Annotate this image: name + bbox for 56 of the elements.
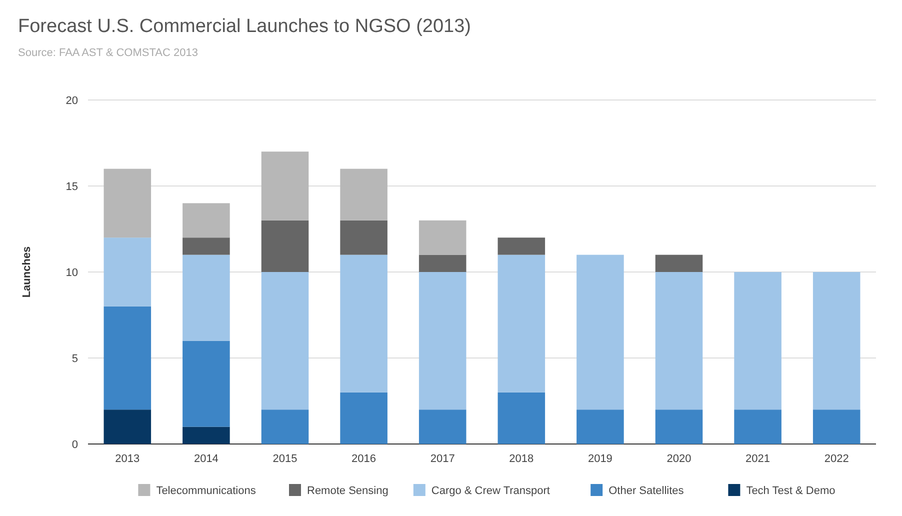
x-tick-label: 2020 xyxy=(666,453,692,465)
bar xyxy=(734,410,782,444)
x-tick-label: 2021 xyxy=(746,453,770,465)
x-tick-label: 2018 xyxy=(509,453,534,465)
y-tick-label: 10 xyxy=(66,266,78,279)
bar xyxy=(182,426,230,444)
x-tick-label: 2019 xyxy=(588,453,612,465)
y-tick-label: 15 xyxy=(66,180,78,193)
bar xyxy=(498,238,546,255)
bar xyxy=(340,254,388,392)
legend-label: Cargo & Crew Transport xyxy=(431,484,550,497)
bar xyxy=(576,254,624,410)
legend-label: Telecommunications xyxy=(156,484,256,497)
bar xyxy=(498,392,546,444)
x-tick-label: 2022 xyxy=(824,453,849,465)
bar xyxy=(261,410,309,444)
bar xyxy=(812,410,860,444)
bar xyxy=(104,238,152,306)
x-tick-label: 2017 xyxy=(430,453,455,465)
y-tick-label: 20 xyxy=(66,94,78,107)
legend-label: Other Satellites xyxy=(608,484,684,497)
bar xyxy=(261,220,309,272)
bar xyxy=(734,272,782,410)
bar xyxy=(182,203,230,238)
bar xyxy=(182,238,230,255)
bar xyxy=(261,272,309,410)
bar xyxy=(182,254,230,341)
bar xyxy=(655,272,703,410)
bar xyxy=(104,168,152,238)
bar xyxy=(340,168,388,220)
bar xyxy=(498,254,546,392)
bar xyxy=(418,254,466,272)
bar xyxy=(340,392,388,444)
x-tick-label: 2013 xyxy=(115,453,140,465)
bar xyxy=(655,410,703,444)
bar xyxy=(104,410,152,444)
y-tick-label: 0 xyxy=(72,438,78,451)
chart-subtitle: Source: FAA AST & COMSTAC 2013 xyxy=(18,47,198,59)
bar xyxy=(812,272,860,410)
bar xyxy=(418,272,466,410)
chart-title: Forecast U.S. Commercial Launches to NGSO (2013) xyxy=(18,16,472,37)
x-tick-label: 2014 xyxy=(194,453,218,465)
y-tick-label: 5 xyxy=(72,352,78,365)
bar xyxy=(576,410,624,444)
x-tick-label: 2015 xyxy=(272,453,298,465)
bar xyxy=(104,306,152,410)
bar xyxy=(340,220,388,255)
bar xyxy=(655,254,703,272)
x-tick-label: 2016 xyxy=(352,453,376,465)
legend-label: Tech Test & Demo xyxy=(746,484,836,497)
legend-label: Remote Sensing xyxy=(307,484,388,497)
bar xyxy=(261,152,309,220)
y-axis-title: Launches xyxy=(21,246,33,298)
bar xyxy=(418,220,466,255)
bar xyxy=(182,340,230,427)
bar xyxy=(418,410,466,444)
